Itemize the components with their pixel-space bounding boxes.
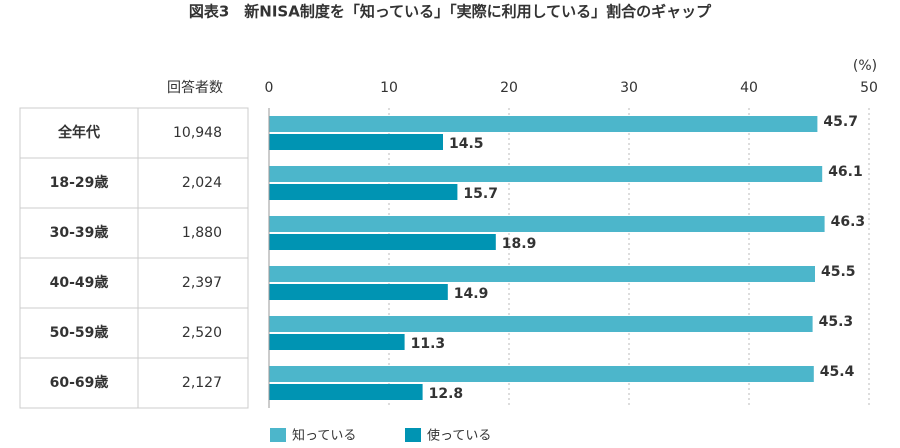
- row-label: 60-69歳: [50, 374, 109, 391]
- bar: [269, 184, 458, 200]
- row-label: 40-49歳: [50, 274, 109, 291]
- legend-swatch: [405, 428, 421, 442]
- value-label: 14.9: [454, 286, 489, 302]
- value-label: 12.8: [429, 386, 464, 402]
- legend-label: 使っている: [427, 428, 491, 444]
- bar: [269, 266, 815, 282]
- bar: [269, 216, 825, 232]
- value-label: 18.9: [502, 236, 537, 252]
- x-tick-label: 10: [380, 80, 398, 96]
- value-label: 46.1: [828, 164, 863, 180]
- bar: [269, 284, 448, 300]
- value-label: 15.7: [463, 186, 498, 202]
- bar: [269, 134, 443, 150]
- table-header: 回答者数: [167, 79, 223, 96]
- respondents: 10,948: [173, 125, 222, 141]
- bar: [269, 234, 496, 250]
- bar: [269, 116, 818, 132]
- bar: [269, 366, 814, 382]
- x-tick-label: 40: [740, 80, 758, 96]
- legend-label: 知っている: [292, 428, 356, 444]
- bar: [269, 384, 423, 400]
- respondents: 1,880: [182, 225, 222, 241]
- value-label: 14.5: [449, 136, 484, 152]
- value-label: 45.4: [820, 364, 855, 380]
- row-label: 全年代: [57, 124, 100, 141]
- row-label: 18-29歳: [50, 174, 109, 191]
- bar: [269, 334, 405, 350]
- unit-label: (%): [853, 58, 877, 74]
- x-tick-label: 50: [860, 80, 878, 96]
- legend-swatch: [270, 428, 286, 442]
- x-tick-label: 0: [265, 80, 274, 96]
- respondents: 2,520: [182, 325, 222, 341]
- respondents: 2,127: [182, 375, 222, 391]
- value-label: 45.3: [819, 314, 854, 330]
- respondents: 2,397: [182, 275, 222, 291]
- bar: [269, 166, 823, 182]
- bar: [269, 316, 813, 332]
- value-label: 46.3: [831, 214, 866, 230]
- value-label: 45.7: [823, 114, 858, 130]
- row-label: 30-39歳: [50, 224, 109, 241]
- x-tick-label: 20: [500, 80, 518, 96]
- row-label: 50-59歳: [50, 324, 109, 341]
- chart-title: 図表3 新NISA制度を「知っている」「実際に利用している」割合のギャップ: [189, 3, 712, 21]
- value-label: 45.5: [821, 264, 856, 280]
- respondents: 2,024: [182, 175, 222, 191]
- value-label: 11.3: [411, 336, 446, 352]
- x-tick-label: 30: [620, 80, 638, 96]
